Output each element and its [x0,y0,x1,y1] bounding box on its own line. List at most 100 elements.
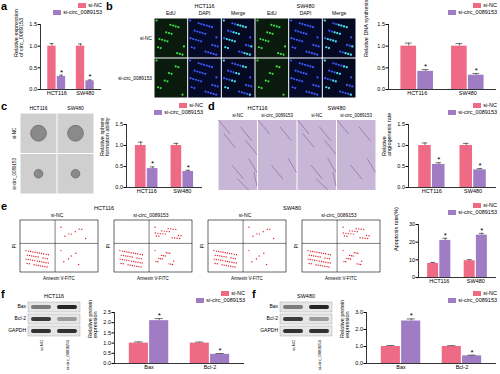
svg-text:*: * [187,163,190,172]
svg-text:1.0: 1.0 [29,43,37,49]
svg-text:2.0: 2.0 [103,319,111,325]
svg-text:GAPDH: GAPDH [8,327,26,333]
svg-text:Relative expressionof circ_008: Relative expressionof circ_0089153 [13,9,25,57]
svg-text:*: * [158,311,161,320]
svg-text:PI: PI [12,244,17,248]
svg-text:0.5: 0.5 [115,163,123,169]
svg-text:Relative proteinexpression: Relative proteinexpression [87,300,99,338]
svg-text:SW480: SW480 [173,188,191,194]
svg-text:Annexin V-FITC: Annexin V-FITC [43,276,76,281]
svg-text:1.5: 1.5 [377,21,385,27]
svg-text:*: * [219,346,222,355]
svg-text:Relative DNA synthesis: Relative DNA synthesis [363,0,369,57]
svg-text:0.0: 0.0 [355,360,363,366]
svg-text:Bcl-2: Bcl-2 [267,315,279,321]
svg-text:HCT116: HCT116 [29,105,47,111]
svg-text:HCT116: HCT116 [422,188,442,194]
svg-text:*: * [478,161,481,170]
svg-text:HCT116: HCT116 [137,188,157,194]
svg-text:si-circ_0089153: si-circ_0089153 [12,157,17,189]
svg-text:Relativeangiogenesis rate: Relativeangiogenesis rate [381,113,393,156]
svg-text:HCT116: HCT116 [429,278,449,284]
svg-text:si-NC: si-NC [232,113,244,118]
svg-text:Annexin V-FITC: Annexin V-FITC [231,276,264,281]
svg-text:SW480: SW480 [296,3,314,9]
svg-text:30: 30 [409,221,415,227]
svg-text:0.0: 0.0 [29,86,37,92]
svg-text:*: * [480,226,483,235]
svg-text:1.5: 1.5 [103,330,111,336]
svg-text:si-circ_0089153: si-circ_0089153 [321,212,357,218]
svg-text:si-NC: si-NC [12,127,17,139]
svg-text:1.0: 1.0 [103,340,111,346]
svg-text:HCT116: HCT116 [94,205,114,211]
svg-text:0.5: 0.5 [29,65,37,71]
svg-text:HCT116: HCT116 [44,293,64,299]
svg-text:0.0: 0.0 [103,360,111,366]
svg-text:Bax: Bax [269,303,278,309]
svg-text:20: 20 [409,239,415,245]
svg-text:*: * [410,311,413,320]
svg-text:*: * [437,155,440,164]
svg-text:Bax: Bax [17,303,26,309]
svg-text:*: * [471,348,474,357]
svg-text:3.0: 3.0 [355,309,363,315]
svg-text:si-circ_0089153: si-circ_0089153 [340,113,372,118]
svg-text:HCT116: HCT116 [47,90,67,96]
svg-text:1.0: 1.0 [377,43,385,49]
svg-text:EdU: EdU [166,10,176,16]
svg-text:1.5: 1.5 [29,21,37,27]
svg-text:0.0: 0.0 [397,184,405,190]
svg-text:Relative sphereformation abili: Relative sphereformation ability [99,117,111,156]
svg-text:1.0: 1.0 [355,343,363,349]
svg-text:si-NC: si-NC [140,36,153,41]
svg-text:SW480: SW480 [283,205,301,211]
svg-text:HCT116: HCT116 [194,3,214,9]
svg-text:EdU: EdU [267,10,277,16]
svg-text:DAPI: DAPI [300,10,312,16]
svg-text:SW480: SW480 [327,105,345,111]
svg-text:Relative proteinexpression: Relative proteinexpression [339,300,351,338]
svg-text:si-NC: si-NC [239,212,252,218]
svg-text:Bax: Bax [144,364,154,370]
svg-text:si-NC: si-NC [51,212,64,218]
svg-text:SW480: SW480 [297,293,315,299]
svg-text:0.5: 0.5 [397,163,405,169]
svg-text:si-circ_0089153: si-circ_0089153 [261,113,293,118]
svg-text:si-circ_0089153: si-circ_0089153 [65,339,70,370]
svg-text:si-NC: si-NC [291,340,296,351]
svg-text:PI: PI [294,244,299,248]
svg-text:*: * [424,62,427,71]
svg-text:si-NC: si-NC [39,340,44,351]
svg-text:HCT116: HCT116 [247,105,267,111]
svg-text:1.0: 1.0 [397,142,405,148]
svg-text:0.0: 0.0 [377,86,385,92]
svg-text:HCT116: HCT116 [407,90,427,96]
svg-text:Apoptosis rate(%): Apoptosis rate(%) [393,207,399,251]
svg-text:0: 0 [412,274,415,280]
svg-text:Bcl-2: Bcl-2 [204,364,217,370]
svg-text:1.5: 1.5 [115,121,123,127]
svg-text:*: * [475,66,478,75]
svg-text:Merge: Merge [332,10,346,16]
svg-text:Merge: Merge [231,10,245,16]
svg-text:si-circ_0089153: si-circ_0089153 [317,339,322,370]
svg-text:Bcl-2: Bcl-2 [15,315,27,321]
svg-text:SW480: SW480 [67,105,84,111]
svg-text:DAPI: DAPI [199,10,211,16]
svg-text:si-circ_0089153: si-circ_0089153 [118,76,152,81]
svg-text:PI: PI [106,244,111,248]
svg-text:2.0: 2.0 [355,326,363,332]
svg-text:PI: PI [200,244,205,248]
svg-text:0.5: 0.5 [103,350,111,356]
svg-text:1.5: 1.5 [397,121,405,127]
svg-text:Bax: Bax [396,364,406,370]
svg-text:Bcl-2: Bcl-2 [456,364,469,370]
svg-text:SW480: SW480 [459,90,477,96]
svg-text:*: * [444,231,447,240]
svg-text:Annexin V-FITC: Annexin V-FITC [137,276,170,281]
svg-text:*: * [89,72,92,81]
svg-text:10: 10 [409,257,415,263]
svg-text:SW480: SW480 [76,90,94,96]
svg-text:2.5: 2.5 [103,309,111,315]
